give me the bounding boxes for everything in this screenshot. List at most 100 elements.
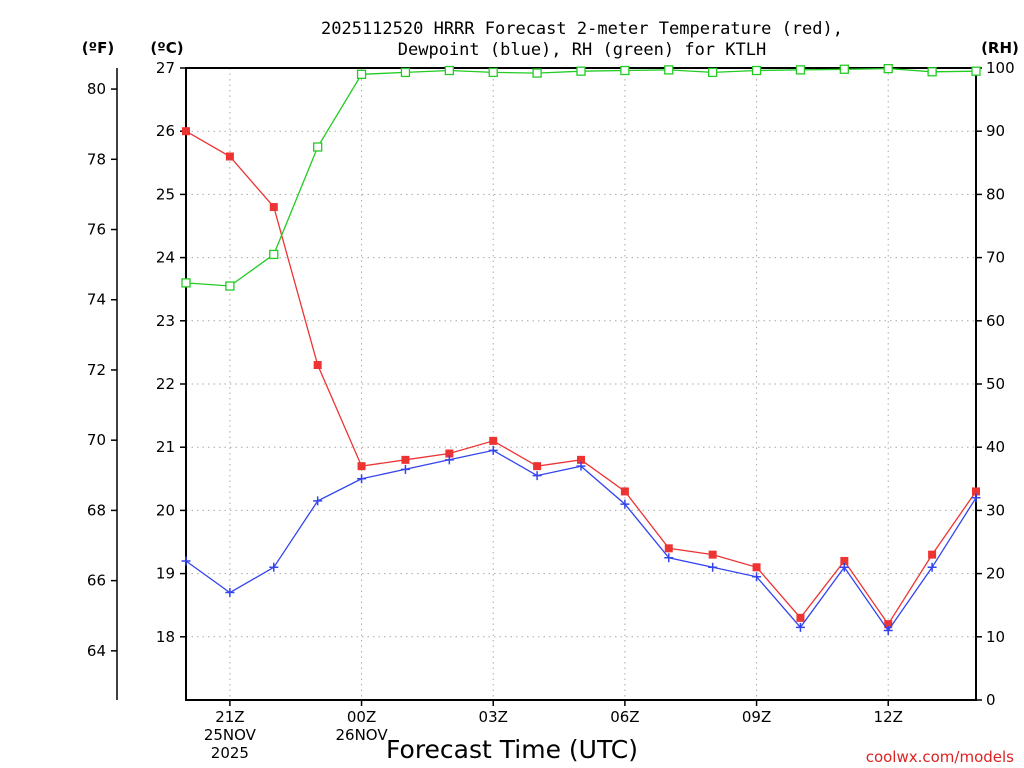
- rh-point: [400, 67, 411, 78]
- celsius-tick-label: 22: [156, 375, 175, 393]
- temperature-point: [752, 563, 761, 572]
- celsius-tick-label: 27: [156, 59, 175, 77]
- rh-axis: 0 10 20 30 40 50 60 70 80 90 100: [976, 59, 1015, 709]
- rh-axis-label: (RH): [981, 39, 1019, 57]
- data-series: [181, 63, 981, 635]
- fahrenheit-axis-label: (ºF): [82, 39, 114, 57]
- temperature-point: [708, 550, 717, 559]
- x-axis-title: Forecast Time (UTC): [386, 735, 638, 764]
- time-tick-label: 00Z: [347, 708, 376, 726]
- temperature-point: [533, 462, 542, 471]
- time-tick-label: 09Z: [742, 708, 771, 726]
- rh-tick-label: 60: [986, 312, 1005, 330]
- celsius-tick-label: 24: [156, 249, 175, 267]
- dewpoint-point: [444, 455, 454, 465]
- time-tick-label: 06Z: [610, 708, 639, 726]
- rh-tick-label: 10: [986, 628, 1005, 646]
- fahrenheit-tick-label: 70: [87, 431, 106, 449]
- dewpoint-point: [225, 588, 235, 598]
- celsius-axis-label: (ºC): [150, 39, 183, 57]
- temperature-point: [577, 455, 585, 464]
- rh-point: [181, 278, 191, 288]
- temperature-point: [664, 544, 673, 553]
- rh-tick-label: 90: [986, 122, 1005, 140]
- dewpoint-point: [576, 461, 586, 471]
- rh-point: [839, 64, 849, 74]
- rh-point: [356, 69, 367, 79]
- time-tick-label: 03Z: [479, 708, 508, 726]
- dewpoint-point: [313, 496, 323, 506]
- rh-point: [927, 67, 937, 77]
- rh-point: [883, 63, 893, 74]
- rh-point: [751, 65, 762, 76]
- rh-point: [576, 66, 586, 76]
- dewpoint-point: [620, 499, 630, 509]
- dewpoint-point: [839, 562, 849, 572]
- temperature-point: [313, 361, 322, 370]
- rh-tick-label: 100: [986, 59, 1015, 77]
- temperature-point: [269, 203, 278, 212]
- rh-point: [225, 281, 235, 291]
- rh-tick-label: 20: [986, 565, 1005, 583]
- temperature-point: [884, 620, 893, 629]
- fahrenheit-tick-label: 66: [87, 572, 106, 590]
- celsius-tick-label: 25: [156, 185, 175, 203]
- fahrenheit-tick-label: 80: [87, 80, 106, 98]
- dewpoint-point: [752, 572, 762, 582]
- rh-point: [708, 67, 718, 78]
- dewpoint-point: [400, 464, 410, 474]
- time-tick-label: 21Z: [215, 708, 244, 726]
- fahrenheit-axis: 64 66 68 70 72 74 76 78 80: [87, 80, 117, 660]
- rh-point: [664, 65, 674, 75]
- rh-tick-label: 30: [986, 501, 1005, 519]
- rh-point: [269, 249, 279, 260]
- temperature-point: [972, 487, 980, 496]
- rh-tick-label: 50: [986, 375, 1005, 393]
- series-dewpoint: [181, 445, 981, 635]
- fahrenheit-tick-label: 76: [87, 221, 106, 239]
- dewpoint-line: [185, 449, 977, 632]
- rh-line: [185, 67, 977, 287]
- celsius-tick-label: 23: [156, 312, 175, 330]
- series-temperature: [182, 127, 980, 629]
- temperature-point: [489, 436, 498, 445]
- dewpoint-point: [181, 556, 191, 566]
- dewpoint-point: [795, 622, 805, 632]
- time-tick-label: 12Z: [874, 708, 903, 726]
- rh-tick-label: 0: [986, 691, 996, 709]
- temperature-point: [401, 455, 410, 464]
- dewpoint-point: [269, 562, 279, 572]
- fahrenheit-tick-label: 68: [87, 501, 106, 519]
- dewpoint-point: [532, 471, 542, 481]
- temperature-point: [620, 487, 629, 496]
- temperature-point: [796, 613, 805, 622]
- dewpoint-point: [664, 553, 674, 563]
- chart-title-line-1: 2025112520 HRRR Forecast 2-meter Tempera…: [321, 19, 843, 39]
- fahrenheit-tick-label: 74: [87, 291, 106, 309]
- rh-point: [620, 65, 630, 76]
- time-tick-label: 2025: [211, 744, 249, 762]
- rh-tick-label: 40: [986, 438, 1005, 456]
- celsius-tick-label: 26: [156, 122, 175, 140]
- rh-point: [444, 65, 454, 76]
- dewpoint-point: [708, 562, 718, 572]
- fahrenheit-tick-label: 72: [87, 361, 106, 379]
- time-tick-label: 25NOV: [204, 726, 257, 744]
- temperature-line: [185, 130, 977, 626]
- temperature-point: [445, 449, 454, 458]
- celsius-tick-label: 18: [156, 628, 175, 646]
- rh-point: [313, 142, 323, 152]
- rh-point: [488, 67, 498, 78]
- celsius-tick-label: 19: [156, 565, 175, 583]
- rh-tick-label: 80: [986, 185, 1005, 203]
- rh-point: [532, 68, 542, 78]
- celsius-axis: 18 19 20 21 22 23 24 25 26 27: [156, 59, 186, 646]
- rh-point: [795, 65, 806, 75]
- series-rh: [181, 63, 981, 291]
- celsius-tick-label: 21: [156, 438, 175, 456]
- credit-text: coolwx.com/models: [866, 748, 1014, 766]
- grid: [186, 68, 976, 700]
- temperature-point: [928, 550, 937, 559]
